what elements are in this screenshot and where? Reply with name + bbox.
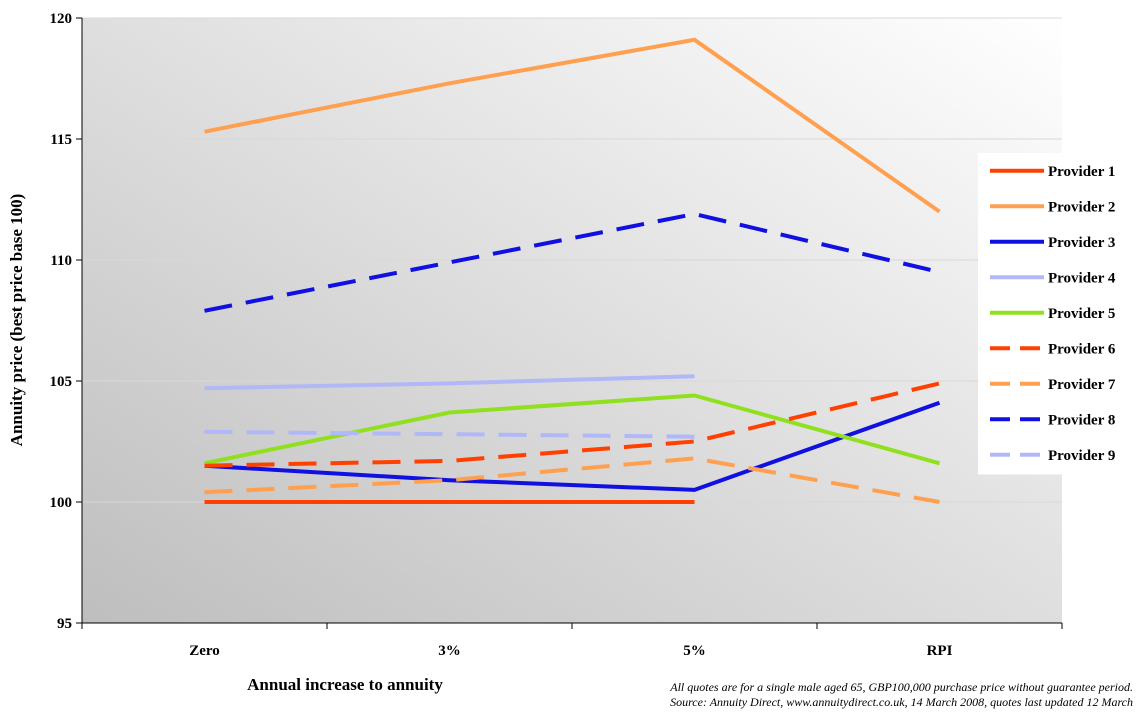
axes: 95 100 105 110 115 120 Zero 3% 5% RPI — [50, 11, 1063, 659]
legend-label: Provider 7 — [1048, 377, 1116, 393]
y-tick-label: 95 — [57, 616, 72, 632]
series-line-7 — [204, 456, 940, 504]
y-tick-label: 105 — [50, 374, 73, 390]
footnote-line-1: All quotes are for a single male aged 65… — [670, 680, 1133, 694]
y-tick-label: 100 — [50, 495, 73, 511]
x-tick-label: RPI — [927, 643, 953, 659]
legend-label: Provider 6 — [1048, 341, 1116, 357]
gridlines — [82, 17, 1062, 503]
footnote-line-2: Source: Annuity Direct, www.annuitydirec… — [670, 695, 1133, 709]
y-axis-title: Annuity price (best price base 100) — [7, 194, 26, 447]
y-tick-label: 110 — [50, 253, 72, 269]
series-lines — [204, 37, 941, 504]
legend-label: Provider 1 — [1048, 164, 1115, 180]
x-axis-title: Annual increase to annuity — [247, 675, 443, 694]
x-tick-label: 3% — [438, 643, 461, 659]
series-line-4 — [204, 374, 695, 391]
legend-label: Provider 4 — [1048, 270, 1116, 286]
legend-label: Provider 8 — [1048, 412, 1115, 428]
y-tick-label: 115 — [50, 132, 72, 148]
series-line-3 — [204, 400, 941, 492]
plot-area — [82, 18, 1062, 623]
x-tick-label: Zero — [189, 643, 220, 659]
x-tick-label: 5% — [683, 643, 706, 659]
series-line-5 — [204, 393, 941, 466]
legend-label: Provider 9 — [1048, 448, 1115, 464]
legend-label: Provider 2 — [1048, 199, 1115, 215]
legend-label: Provider 5 — [1048, 306, 1115, 322]
legend-label: Provider 3 — [1048, 235, 1115, 251]
series-line-2 — [204, 37, 941, 214]
legend: Provider 1 Provider 2 Provider 3 Provider 4… — [978, 153, 1143, 475]
y-tick-label: 120 — [50, 11, 73, 27]
